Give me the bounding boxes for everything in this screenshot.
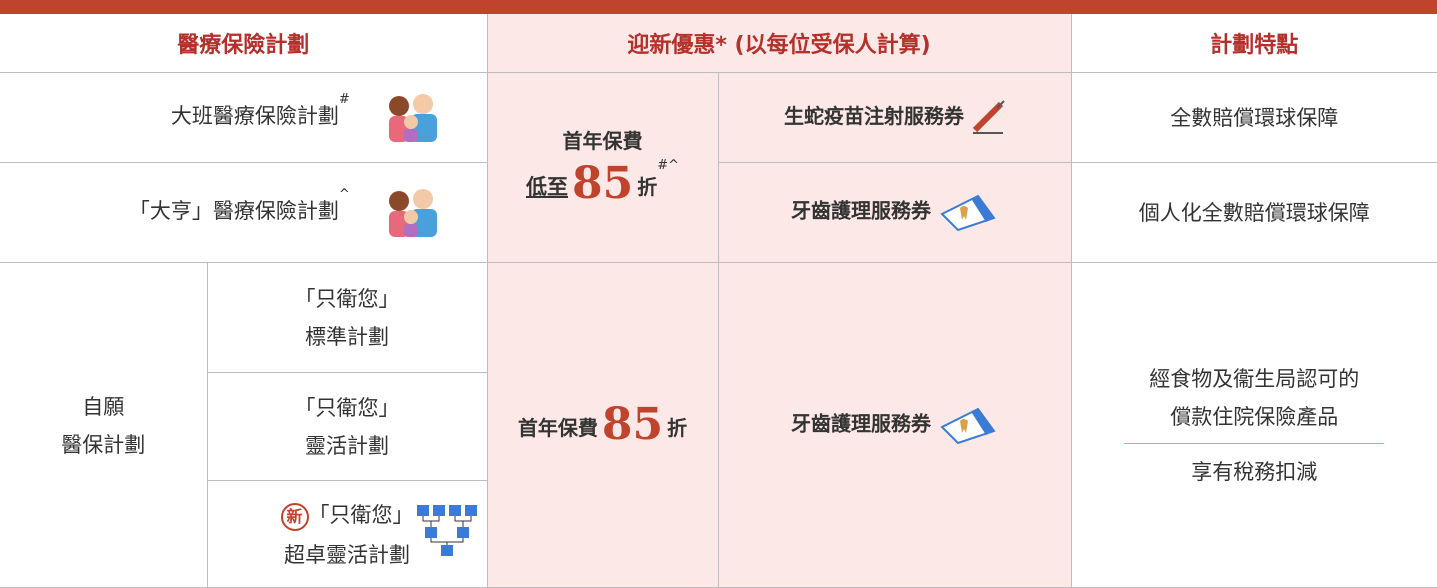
ticket-icon: [938, 192, 998, 232]
plan-cell: 「只衛您」標準計劃: [207, 262, 487, 372]
plan-cell: 「只衛您」靈活計劃: [207, 372, 487, 480]
voucher: 牙齒護理服務券: [791, 411, 931, 435]
plan-cell: 「大亨」醫療保險計劃^: [0, 162, 487, 262]
header-row: 醫療保險計劃 迎新優惠* (以每位受保人計算) 計劃特點: [0, 14, 1437, 72]
vhis-label: 醫保計劃: [0, 429, 207, 459]
header-cell: 計劃特點: [1071, 14, 1437, 72]
discount: 85: [572, 158, 633, 209]
plan-line: 標準計劃: [208, 321, 487, 351]
voucher-cell: 牙齒護理服務券: [718, 262, 1071, 587]
header-cell: 醫療保險計劃: [0, 14, 487, 72]
top-bar: [0, 0, 1437, 14]
plan-line: 「只衛您」: [208, 392, 487, 422]
family-icon: [377, 187, 447, 237]
offer-mark: #^: [657, 158, 679, 173]
feature-cell: 個人化全數賠償環球保障: [1071, 162, 1437, 262]
divider: [1124, 443, 1384, 444]
offer-suffix: 折: [637, 175, 657, 199]
plan-line: 靈活計劃: [208, 430, 487, 460]
offer-suffix: 折: [667, 416, 687, 440]
vhis-label-cell: 自願醫保計劃: [0, 262, 207, 587]
tree-icon: [415, 503, 479, 559]
feature-cell: 經食物及衞生局認可的償款住院保險產品享有稅務扣減: [1071, 262, 1437, 587]
offer-prefix: 首年保費: [518, 416, 598, 440]
feature-cell: 全數賠償環球保障: [1071, 72, 1437, 162]
plan-line: 「只衛您」: [309, 503, 414, 527]
offer-prefix: 低至: [526, 175, 568, 199]
voucher-cell: 生蛇疫苗注射服務券: [718, 72, 1071, 162]
plan: 大班醫療保險計劃: [171, 104, 339, 128]
voucher: 牙齒護理服務券: [791, 199, 931, 223]
voucher: 生蛇疫苗注射服務券: [784, 104, 964, 128]
ticket-icon: [938, 405, 998, 445]
plan-cell: 新「只衛您」 超卓靈活計劃: [207, 480, 487, 587]
plan-table: 醫療保險計劃 迎新優惠* (以每位受保人計算) 計劃特點 大班醫療保險計劃# 首…: [0, 14, 1437, 588]
family-icon: [377, 92, 447, 142]
page: 醫療保險計劃 迎新優惠* (以每位受保人計算) 計劃特點 大班醫療保險計劃# 首…: [0, 0, 1437, 588]
row: 「大亨」醫療保險計劃^ 牙齒護理服務券 個人化全數賠償環球保障: [0, 162, 1437, 262]
syringe-icon: [971, 100, 1005, 134]
plan: 「大亨」醫療保險計劃: [129, 199, 339, 223]
voucher-cell: 牙齒護理服務券: [718, 162, 1071, 262]
offer-line: 首年保費: [488, 125, 718, 154]
new-badge: 新: [281, 503, 309, 531]
vhis-label: 自願: [0, 391, 207, 421]
plan-mark: #: [339, 92, 350, 107]
discount: 85: [602, 399, 663, 450]
plan-cell: 大班醫療保險計劃#: [0, 72, 487, 162]
tax-note: 享有稅務扣減: [1072, 456, 1437, 486]
header-cell: 迎新優惠* (以每位受保人計算): [487, 14, 1071, 72]
plan-line: 「只衛您」: [208, 283, 487, 313]
plan-mark: ^: [339, 187, 350, 202]
feature-line: 經食物及衞生局認可的: [1072, 363, 1437, 393]
feature-line: 償款住院保險產品: [1072, 401, 1437, 431]
